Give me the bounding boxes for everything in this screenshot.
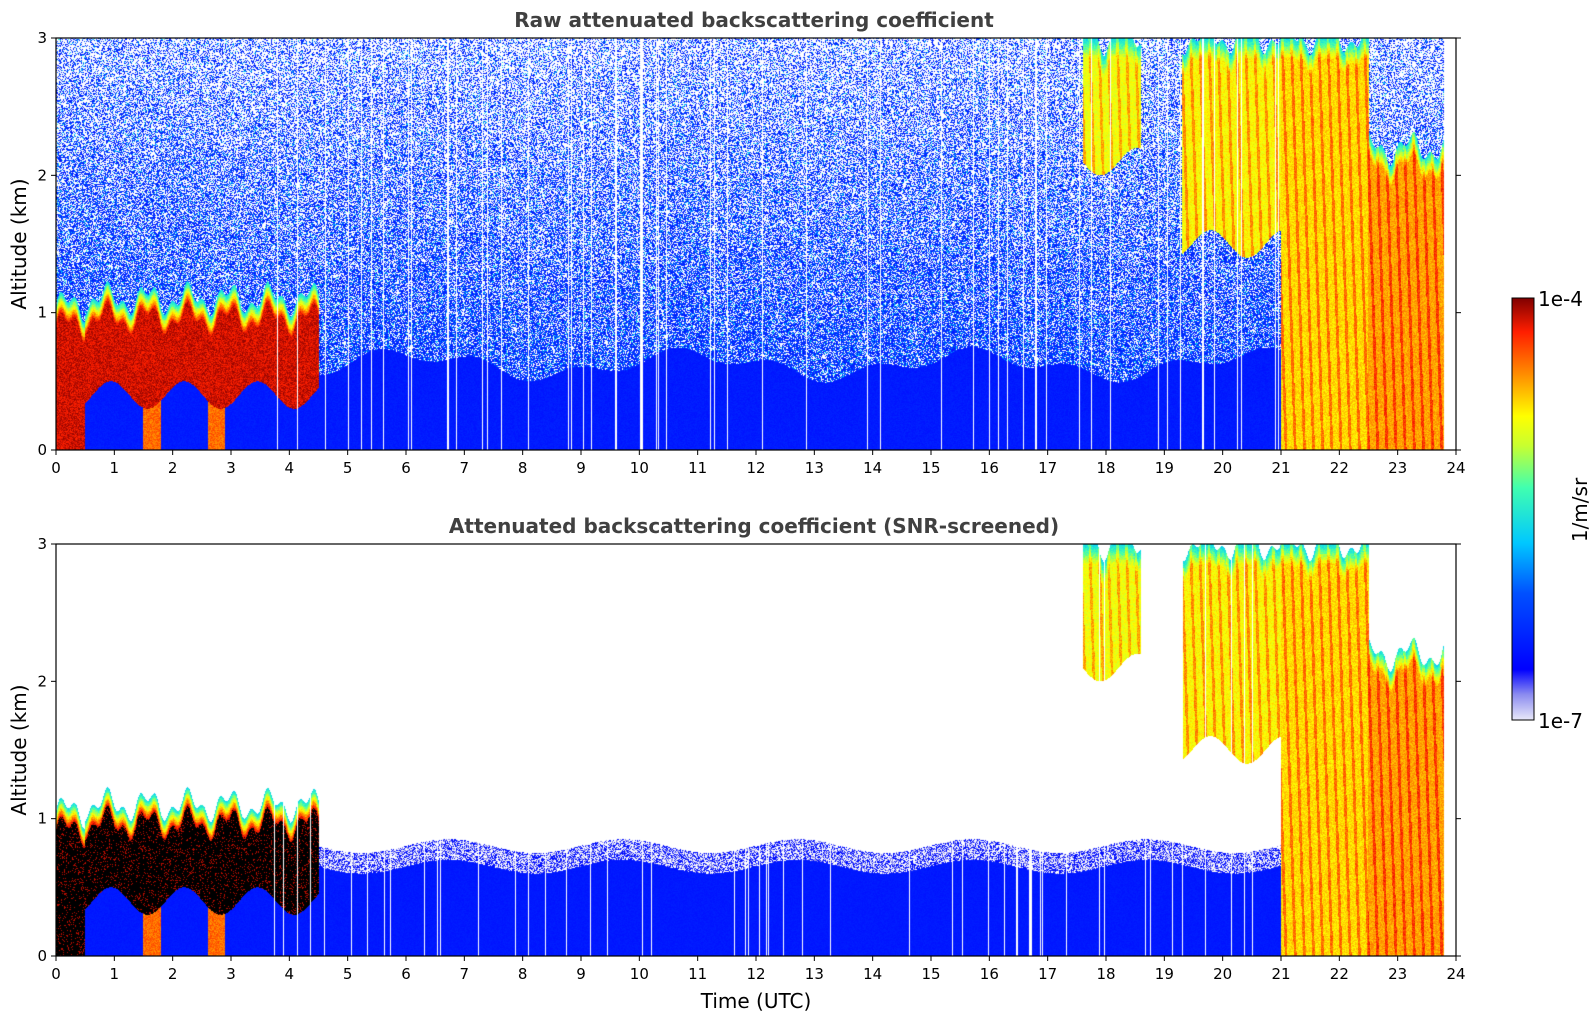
x-tick-label: 16 [980,965,999,983]
colorbar-max-label: 1e-4 [1538,287,1583,311]
x-tick-label: 3 [226,965,236,983]
x-tick-label: 7 [460,965,470,983]
x-tick-label: 20 [1213,459,1232,477]
panel-screened: Attenuated backscattering coefficient (S… [7,514,1466,1013]
y-tick-label: 3 [37,29,47,47]
x-tick-label: 22 [1330,459,1349,477]
colorbar-gradient [1511,297,1535,721]
panel-2-plot-area [56,544,1456,956]
x-tick-label: 12 [746,459,765,477]
x-tick-label: 9 [576,459,586,477]
x-tick-label: 18 [1096,965,1115,983]
x-tick-label: 22 [1330,965,1349,983]
x-tick-label: 4 [285,459,295,477]
panel-2-ticks: 0 1 2 3 4 5 6 7 8 9 10 11 12 13 14 15 16 17 18 19 20 21 22 23 24… [37,535,1465,983]
x-tick-label: 9 [576,965,586,983]
x-tick-label: 20 [1213,965,1232,983]
x-tick-label: 21 [1271,459,1290,477]
y-tick-label: 3 [37,535,47,553]
x-axis-label: Time (UTC) [700,989,812,1013]
x-tick-label: 23 [1388,965,1407,983]
x-tick-label: 7 [460,459,470,477]
x-tick-label: 16 [980,459,999,477]
colorbar: 1e-4 1e-7 1/m/sr [1511,287,1592,733]
x-tick-label: 2 [168,459,178,477]
x-tick-label: 10 [630,459,649,477]
panel-1-plot-area [56,38,1456,450]
y-tick-label: 1 [37,304,47,322]
x-tick-label: 0 [51,459,61,477]
x-tick-label: 19 [1155,459,1174,477]
y-tick-label: 2 [37,166,47,184]
colorbar-min-label: 1e-7 [1538,709,1583,733]
x-tick-label: 3 [226,459,236,477]
panel-raw: Raw attenuated backscattering coefficien… [7,8,1466,477]
panel-2-title: Attenuated backscattering coefficient (S… [449,514,1059,538]
x-tick-label: 12 [746,965,765,983]
x-tick-label: 18 [1096,459,1115,477]
x-tick-label: 8 [518,965,528,983]
x-tick-label: 1 [110,459,120,477]
x-tick-label: 6 [401,459,411,477]
x-tick-label: 5 [343,965,353,983]
y-tick-label: 1 [37,810,47,828]
x-tick-label: 13 [805,459,824,477]
x-tick-label: 11 [688,459,707,477]
x-tick-label: 17 [1038,965,1057,983]
x-tick-label: 8 [518,459,528,477]
panel-2-ylabel: Altitude (km) [7,684,31,815]
x-tick-label: 11 [688,965,707,983]
x-tick-label: 23 [1388,459,1407,477]
x-tick-label: 15 [921,965,940,983]
x-tick-label: 2 [168,965,178,983]
x-tick-label: 24 [1446,459,1465,477]
panel-1-ticks: 0 1 2 3 4 5 6 7 8 9 10 11 12 13 14 15 16 17 18 19 20 21 22 23 24… [37,29,1465,477]
x-tick-label: 10 [630,965,649,983]
x-tick-label: 14 [863,965,882,983]
x-tick-label: 14 [863,459,882,477]
x-tick-label: 4 [285,965,295,983]
y-tick-label: 0 [37,441,47,459]
x-tick-label: 6 [401,965,411,983]
x-tick-label: 17 [1038,459,1057,477]
x-tick-label: 21 [1271,965,1290,983]
x-tick-label: 19 [1155,965,1174,983]
x-tick-label: 5 [343,459,353,477]
panel-1-title: Raw attenuated backscattering coefficien… [514,8,994,32]
x-tick-label: 0 [51,965,61,983]
y-tick-label: 0 [37,947,47,965]
x-tick-label: 13 [805,965,824,983]
colorbar-unit-label: 1/m/sr [1568,477,1592,542]
panel-1-ylabel: Altitude (km) [7,178,31,309]
x-tick-label: 1 [110,965,120,983]
x-tick-label: 24 [1446,965,1465,983]
x-tick-label: 15 [921,459,940,477]
y-tick-label: 2 [37,672,47,690]
